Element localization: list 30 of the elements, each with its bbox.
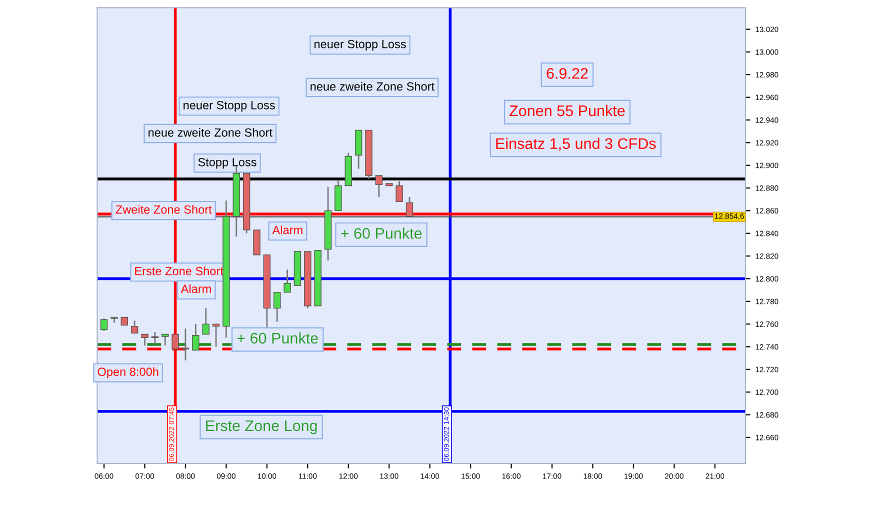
annotation: Open 8:00h [98,367,158,378]
candlestick [172,334,179,350]
annotation: + 60 Punkte [341,228,422,239]
candlestick [202,307,210,335]
annotation: Alarm [180,284,211,294]
candlestick [396,180,403,202]
annotation: Zonen 55 Punkte [510,104,625,116]
annotation: Einsatz 1,5 und 3 CFDs [496,138,656,151]
annotation: + 60 Punkte [237,332,318,344]
candlestick [162,334,169,346]
candlestick [192,323,200,351]
candlestick [151,331,159,346]
candlestick [284,268,291,293]
candlestick [100,318,108,332]
annotation: Alarm [272,226,302,234]
candlestick [182,328,190,362]
annotation: Zweite Zone Short [116,205,212,214]
candlestick [130,320,138,334]
annotation: Erste Zone Short [135,266,224,276]
annotation: neuer Stopp Loss [314,40,406,51]
annotation: 6.9.22 [546,68,588,79]
candlestick [141,334,148,346]
candlestick [274,292,281,322]
candlestick [375,174,383,198]
annotation: Stopp Loss [198,158,256,169]
candlestick [212,323,220,348]
annotation: neue zweite Zone Short [148,128,272,137]
annotation: Erste Zone Long [206,420,317,434]
annotation: neuer Stopp Loss [184,100,275,112]
annotation: neue zweite Zone Short [310,82,434,91]
